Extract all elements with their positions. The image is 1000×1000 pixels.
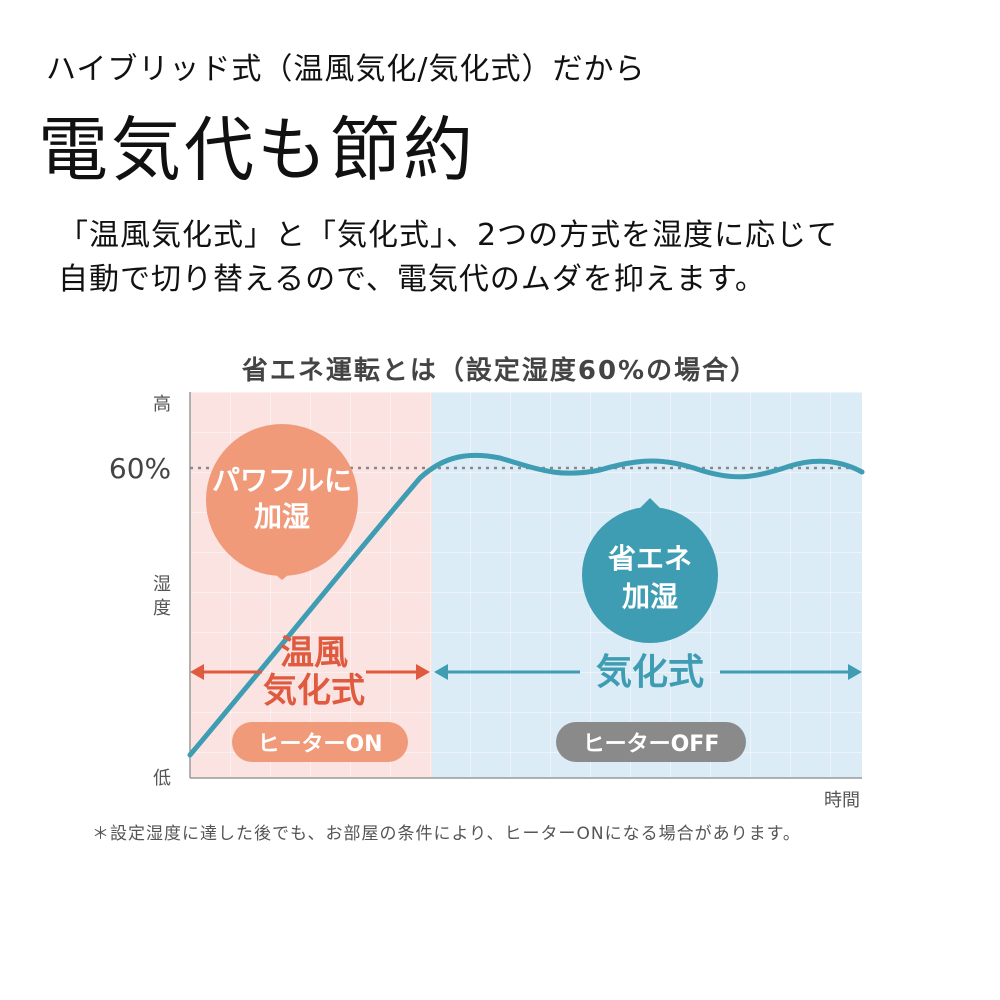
right-bubble-line-2: 加湿 — [622, 580, 678, 613]
headline: 電気代も節約 — [38, 109, 476, 191]
left-mode-line-1: 温風 — [280, 633, 348, 673]
y-label-1: 湿 — [153, 574, 171, 595]
y-low-label: 低 — [153, 768, 171, 789]
left-mode-arrow: 温風 気化式 — [190, 633, 430, 711]
heater-on-pill: ヒーターON — [232, 722, 408, 762]
diagram-title: 省エネ運転とは（設定湿度60%の場合） — [241, 356, 759, 386]
left-mode-line-2: 気化式 — [263, 671, 365, 711]
powerful-humidify-bubble: パワフルに 加湿 — [206, 424, 358, 580]
description-line-1: 「温風気化式」と「気化式」、2つの方式を湿度に応じて — [58, 218, 839, 253]
y-label-2: 度 — [153, 598, 171, 619]
right-bubble-line-1: 省エネ — [608, 542, 692, 575]
description-line-2: 自動で切り替えるので、電気代のムダを抑えます。 — [58, 262, 766, 297]
setpoint-label: 60% — [109, 452, 171, 485]
left-bubble-line-2: 加湿 — [254, 500, 310, 533]
x-axis-label: 時間 — [824, 790, 860, 811]
y-high-label: 高 — [153, 394, 171, 415]
heater-off-label: ヒーターOFF — [583, 732, 720, 757]
subtitle: ハイブリッド式（温風気化/気化式）だから — [46, 52, 646, 87]
footnote: ＊設定湿度に達した後でも、お部屋の条件により、ヒーターONになる場合があります。 — [92, 824, 801, 844]
humidity-curve — [187, 452, 865, 758]
eco-humidify-bubble: 省エネ 加湿 — [582, 498, 718, 643]
left-bubble-line-1: パワフルに — [212, 464, 352, 497]
right-mode-arrow: 気化式 — [434, 652, 862, 693]
heater-off-pill: ヒーターOFF — [556, 722, 746, 762]
description: 「温風気化式」と「気化式」、2つの方式を湿度に応じて 自動で切り替えるので、電気… — [58, 214, 838, 302]
right-mode-label: 気化式 — [596, 652, 704, 693]
heater-on-label: ヒーターON — [257, 732, 382, 757]
